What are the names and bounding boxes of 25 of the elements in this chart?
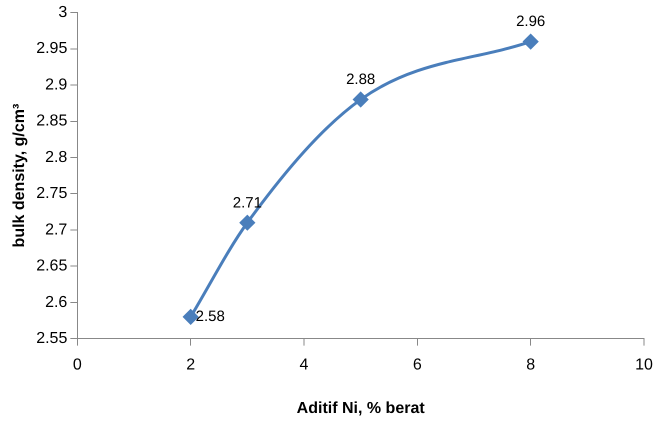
data-label: 2.88 [346, 71, 376, 88]
x-axis-title: Aditif Ni, % berat [296, 400, 426, 417]
y-tick-label: 2.7 [45, 221, 68, 238]
point [523, 34, 538, 50]
x-tick-label: 10 [635, 356, 653, 374]
y-tick-label: 2.8 [45, 148, 68, 166]
point [353, 92, 368, 108]
x-tick-label: 6 [412, 356, 422, 374]
y-tick-label: 2.55 [36, 330, 68, 348]
y-tick-label: 2.75 [36, 185, 68, 202]
y-tick-label: 2.85 [36, 112, 68, 130]
y-tick-label: 2.6 [45, 294, 68, 311]
y-tick-label: 2.9 [45, 76, 68, 94]
point [240, 215, 255, 230]
x-tick-label: 0 [72, 356, 82, 374]
data-label: 2.96 [516, 13, 546, 30]
data-label: 2.71 [232, 194, 262, 212]
data-label: 2.58 [196, 308, 225, 326]
y-tick-label: 2.65 [36, 258, 68, 275]
x-tick-label: 2 [186, 356, 196, 374]
y-tick-label: 3 [58, 4, 68, 22]
x-tick-label: 8 [526, 356, 536, 374]
x-tick-label: 4 [300, 356, 309, 374]
y-tick-label: 2.95 [36, 40, 68, 58]
y-axis-title: bulk density, g/cm³ [11, 104, 28, 248]
